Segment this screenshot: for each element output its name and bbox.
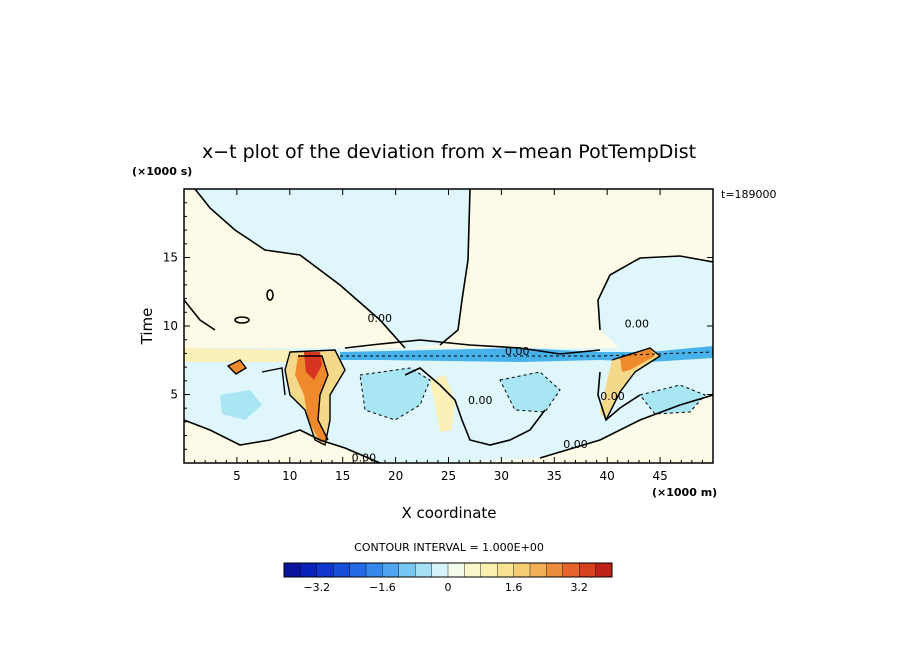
- colorbar-cell: [595, 562, 613, 578]
- colorbar-cell: [415, 562, 433, 578]
- colorbar: [283, 562, 613, 578]
- x-tick-label: 40: [600, 469, 615, 483]
- y-axis-unit: (×1000 s): [132, 165, 192, 178]
- colorbar-cell: [447, 562, 465, 578]
- zero-contours: [184, 189, 713, 463]
- colorbar-cell: [431, 562, 449, 578]
- colorbar-cell: [316, 562, 334, 578]
- x-tick-label: 20: [388, 469, 403, 483]
- colorbar-tick-label: 3.2: [570, 581, 588, 594]
- field-patch-blue-1: [360, 368, 430, 420]
- field-strip-yellow: [184, 348, 290, 362]
- x-tick-label: 25: [441, 469, 456, 483]
- contour-labels: 0.00 0.00 0.00 0.00 0.00 0.00 0.00: [352, 312, 649, 465]
- x-tick-label: 30: [494, 469, 509, 483]
- field-plume-orange-left: [295, 356, 328, 442]
- positive-contours: [226, 347, 662, 447]
- contour-label: 0.00: [563, 438, 588, 451]
- colorbar-tick-label: −1.6: [369, 581, 396, 594]
- field-region-upper-right: [598, 256, 713, 352]
- contour-label: 0.00: [352, 452, 377, 465]
- colorbar-tick-label: −3.2: [303, 581, 330, 594]
- x-axis: 5 10 15 20 25 30 35 40 45: [194, 189, 703, 483]
- colorbar-cell: [562, 562, 580, 578]
- colorbar-cell: [529, 562, 547, 578]
- x-tick-label: 15: [335, 469, 350, 483]
- colorbar-cell: [497, 562, 515, 578]
- colorbar-cell: [349, 562, 367, 578]
- colorbar-cell: [333, 562, 351, 578]
- colorbar-tick-label: 1.6: [505, 581, 523, 594]
- field-plume-red-left: [304, 352, 322, 380]
- x-axis-unit: (×1000 m): [652, 486, 717, 499]
- colorbar-cell: [382, 562, 400, 578]
- y-tick-label: 5: [170, 388, 178, 402]
- colorbar-cell: [513, 562, 531, 578]
- contour-label: 0.00: [468, 394, 493, 407]
- contour-label: 0.00: [600, 390, 625, 403]
- colorbar-cell: [365, 562, 383, 578]
- contour-label: 0.00: [367, 312, 392, 325]
- x-axis-label: X coordinate: [401, 504, 496, 522]
- x-tick-label: 10: [282, 469, 297, 483]
- y-tick-label: 15: [163, 251, 178, 265]
- colorbar-cell: [283, 562, 301, 578]
- y-axis: 5 10 15: [163, 202, 713, 450]
- chart-title: x−t plot of the deviation from x−mean Po…: [202, 141, 696, 163]
- colorbar-cell: [300, 562, 318, 578]
- y-tick-label: 10: [163, 319, 178, 333]
- field-patch-blue-3: [220, 390, 262, 420]
- field-patch-blue-4: [640, 385, 705, 414]
- contour-label: 0.00: [625, 317, 650, 330]
- colorbar-cell: [546, 562, 564, 578]
- x-tick-label: 45: [652, 469, 667, 483]
- field-streak-yellow: [430, 375, 455, 432]
- time-stamp: t=189000: [721, 188, 777, 201]
- colorbar-ticks: −3.2 −1.6 0 1.6 3.2: [303, 581, 588, 594]
- colorbar-cell: [579, 562, 597, 578]
- y-axis-label: Time: [138, 308, 156, 346]
- contour-interval-label: CONTOUR INTERVAL = 1.000E+00: [354, 541, 544, 554]
- x-tick-label: 5: [233, 469, 241, 483]
- colorbar-cell: [464, 562, 482, 578]
- plot-area: [184, 189, 713, 463]
- colorbar-frame: [283, 562, 613, 578]
- colorbar-cell: [480, 562, 498, 578]
- field-patch-blue-2: [500, 372, 560, 412]
- field-region-upper-left: [195, 189, 470, 348]
- colorbar-tick-label: 0: [445, 581, 452, 594]
- negative-contours: [340, 351, 713, 421]
- contour-label: 0.00: [505, 345, 530, 358]
- colorbar-cell: [398, 562, 416, 578]
- x-tick-label: 35: [547, 469, 562, 483]
